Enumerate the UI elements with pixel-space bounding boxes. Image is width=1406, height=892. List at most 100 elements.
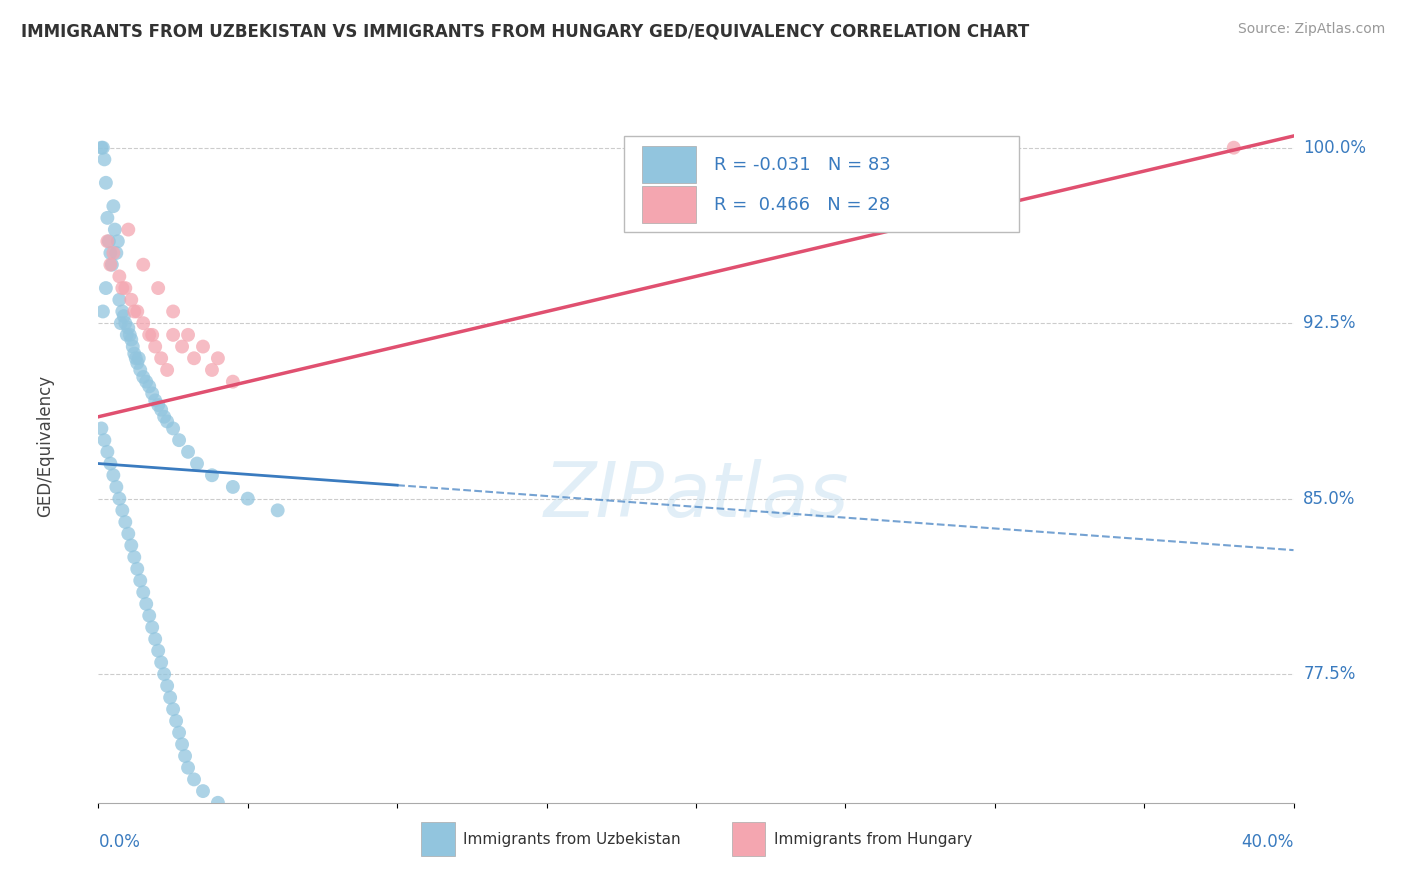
Point bbox=[156, 414, 179, 428]
Text: 40.0%: 40.0% bbox=[1241, 833, 1294, 851]
Point bbox=[98, 457, 122, 471]
Point bbox=[121, 340, 143, 354]
Point bbox=[103, 246, 125, 260]
Point bbox=[118, 327, 141, 342]
Point bbox=[141, 386, 163, 401]
Point bbox=[156, 363, 179, 377]
Point bbox=[132, 370, 155, 384]
Point bbox=[148, 281, 170, 295]
Point bbox=[97, 234, 120, 248]
Point bbox=[132, 258, 155, 272]
Point bbox=[138, 327, 160, 342]
Text: Source: ZipAtlas.com: Source: ZipAtlas.com bbox=[1237, 22, 1385, 37]
Point bbox=[141, 620, 163, 634]
Point bbox=[90, 141, 112, 155]
Point bbox=[111, 304, 134, 318]
FancyBboxPatch shape bbox=[624, 136, 1018, 232]
Point bbox=[103, 468, 125, 483]
Point bbox=[153, 409, 176, 424]
Point bbox=[222, 375, 245, 389]
FancyBboxPatch shape bbox=[733, 822, 765, 856]
Point bbox=[96, 445, 118, 459]
Point bbox=[129, 363, 152, 377]
Point bbox=[135, 597, 157, 611]
Point bbox=[124, 550, 146, 565]
Point bbox=[91, 304, 114, 318]
Text: IMMIGRANTS FROM UZBEKISTAN VS IMMIGRANTS FROM HUNGARY GED/EQUIVALENCY CORRELATIO: IMMIGRANTS FROM UZBEKISTAN VS IMMIGRANTS… bbox=[21, 22, 1029, 40]
Point bbox=[124, 304, 146, 318]
Point bbox=[105, 246, 128, 260]
Point bbox=[172, 737, 194, 751]
Point bbox=[177, 761, 200, 775]
Point bbox=[117, 321, 139, 335]
Point bbox=[162, 327, 184, 342]
Point bbox=[103, 199, 125, 213]
Point bbox=[124, 346, 146, 360]
Point bbox=[115, 327, 138, 342]
Point bbox=[222, 480, 245, 494]
Point bbox=[159, 690, 181, 705]
Point bbox=[143, 632, 166, 646]
Point bbox=[117, 526, 139, 541]
Text: GED/Equivalency: GED/Equivalency bbox=[35, 375, 53, 517]
Point bbox=[127, 304, 149, 318]
FancyBboxPatch shape bbox=[422, 822, 454, 856]
Point bbox=[111, 503, 134, 517]
Point bbox=[108, 491, 131, 506]
Point bbox=[128, 351, 150, 366]
Text: R = -0.031   N = 83: R = -0.031 N = 83 bbox=[714, 156, 890, 174]
Point bbox=[105, 480, 128, 494]
Point bbox=[114, 316, 136, 330]
Text: ZIPatlas: ZIPatlas bbox=[543, 459, 849, 533]
Point bbox=[207, 351, 229, 366]
Point bbox=[162, 304, 184, 318]
Point bbox=[90, 421, 112, 435]
Point bbox=[96, 211, 118, 225]
Point bbox=[153, 667, 176, 681]
Point bbox=[107, 234, 129, 248]
Point bbox=[183, 772, 205, 787]
Point bbox=[150, 351, 173, 366]
Point bbox=[110, 316, 132, 330]
Point bbox=[385, 842, 409, 856]
Text: 85.0%: 85.0% bbox=[1303, 490, 1355, 508]
Point bbox=[201, 468, 224, 483]
Point bbox=[114, 281, 136, 295]
Point bbox=[186, 457, 208, 471]
Point bbox=[114, 515, 136, 529]
Point bbox=[174, 749, 197, 764]
Point bbox=[98, 246, 122, 260]
Point bbox=[143, 393, 166, 408]
Point bbox=[120, 293, 142, 307]
Point bbox=[111, 281, 134, 295]
Point bbox=[177, 327, 200, 342]
Text: 100.0%: 100.0% bbox=[1303, 138, 1367, 157]
Point bbox=[127, 562, 149, 576]
Point bbox=[148, 398, 170, 412]
Point bbox=[191, 340, 214, 354]
Point bbox=[93, 153, 115, 167]
Point bbox=[138, 608, 160, 623]
Point bbox=[101, 258, 124, 272]
FancyBboxPatch shape bbox=[643, 146, 696, 184]
Point bbox=[297, 819, 319, 833]
Point bbox=[167, 725, 190, 739]
Point bbox=[96, 234, 118, 248]
Text: 92.5%: 92.5% bbox=[1303, 314, 1355, 332]
Point bbox=[141, 327, 163, 342]
Point bbox=[135, 375, 157, 389]
Point bbox=[112, 309, 135, 323]
Point bbox=[236, 491, 259, 506]
Point bbox=[1222, 141, 1246, 155]
Point bbox=[94, 176, 117, 190]
Point bbox=[129, 574, 152, 588]
Point bbox=[127, 356, 149, 370]
Point bbox=[148, 644, 170, 658]
Point bbox=[172, 340, 194, 354]
Point bbox=[120, 538, 142, 552]
Point bbox=[177, 445, 200, 459]
Point bbox=[132, 585, 155, 599]
Point bbox=[120, 333, 142, 347]
Point bbox=[108, 293, 131, 307]
Point bbox=[183, 351, 205, 366]
